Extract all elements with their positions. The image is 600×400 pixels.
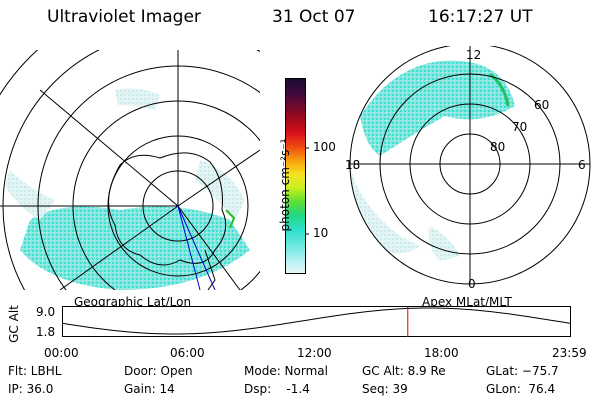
mlat-label-60: 60 (534, 98, 550, 112)
gain-readout: Gain: 14 (124, 382, 175, 396)
seq-readout: Seq: 39 (362, 382, 408, 396)
colorbar-tick-10: 10 (313, 226, 329, 240)
mlat-label-80: 80 (490, 140, 506, 154)
altitude-xtick-2: 12:00 (297, 346, 332, 360)
colorbar-tick-100: 100 (313, 140, 336, 154)
geographic-map (0, 50, 260, 290)
glat-readout: GLat: −75.7 (486, 364, 559, 378)
time-label: 16:17:27 UT (428, 7, 533, 27)
altitude-ytick-high: 9.0 (36, 305, 56, 319)
altitude-xtick-1: 06:00 (170, 346, 205, 360)
glon-readout: GLon: 76.4 (486, 382, 556, 396)
altitude-plot (62, 306, 572, 337)
mode-readout: Mode: Normal (244, 364, 328, 378)
filter-readout: Flt: LBHL (8, 364, 62, 378)
ip-readout: IP: 36.0 (8, 382, 54, 396)
mlt-label-6: 6 (578, 158, 586, 172)
mlat-label-70: 70 (512, 120, 528, 134)
instrument-title: Ultraviolet Imager (47, 7, 201, 27)
gc-alt-readout: GC Alt: 8.9 Re (362, 364, 446, 378)
altitude-xtick-4: 23:59 (552, 346, 587, 360)
geographic-map-label: Geographic Lat/Lon (74, 295, 192, 309)
magnetic-map-label: Apex MLat/MLT (422, 295, 512, 309)
colorbar-unit-label: photon cm⁻²s⁻¹ (278, 138, 292, 232)
door-readout: Door: Open (124, 364, 193, 378)
mlt-label-18: 18 (345, 158, 361, 172)
mlt-label-0: 0 (468, 277, 476, 291)
altitude-xtick-3: 18:00 (424, 346, 459, 360)
altitude-ylabel: GC Alt (7, 305, 21, 343)
date-label: 31 Oct 07 (272, 7, 356, 27)
magnetic-map (349, 46, 591, 285)
colorbar (285, 78, 309, 274)
mlt-label-12: 12 (466, 48, 482, 62)
altitude-ytick-low: 1.8 (36, 325, 56, 339)
altitude-xtick-0: 00:00 (44, 346, 79, 360)
dsp-readout: Dsp: -1.4 (244, 382, 310, 396)
